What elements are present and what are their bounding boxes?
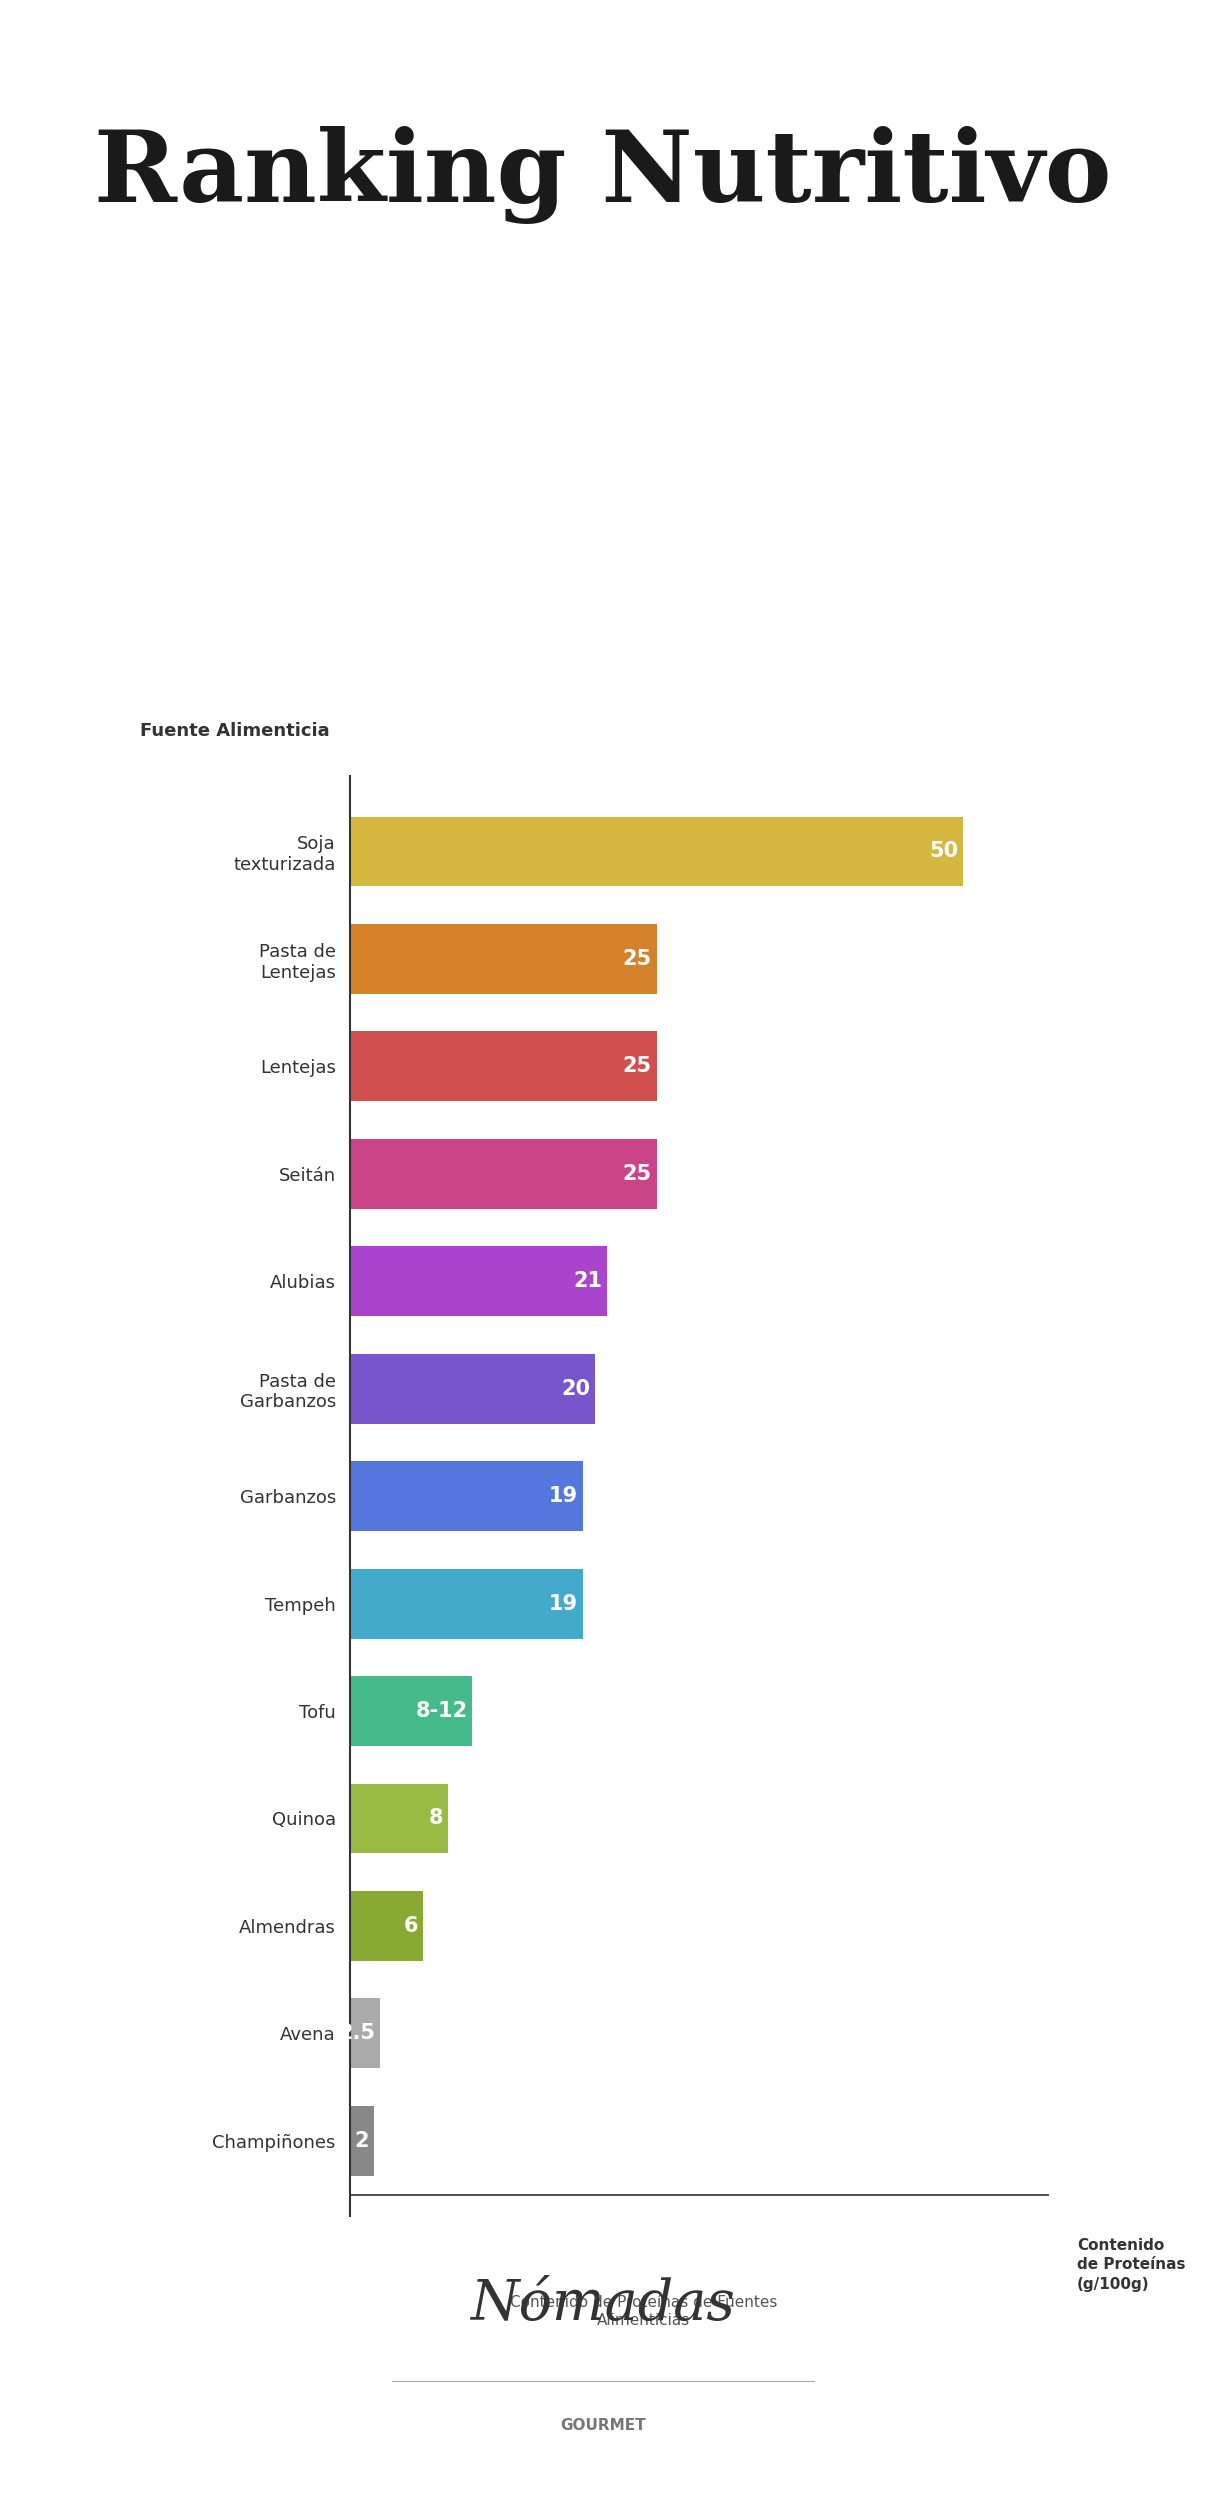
Text: Contenido
de Proteínas
(g/100g): Contenido de Proteínas (g/100g)	[1077, 2239, 1185, 2291]
Text: 19: 19	[549, 1487, 578, 1505]
Text: 8: 8	[428, 1808, 443, 1828]
Bar	[350, 1568, 582, 1638]
Bar	[350, 1247, 608, 1317]
Bar	[350, 924, 656, 994]
Text: 2: 2	[355, 2131, 369, 2151]
Text: Fuente Alimenticia: Fuente Alimenticia	[140, 721, 329, 741]
Text: 20: 20	[561, 1380, 590, 1400]
Text: 8-12: 8-12	[415, 1700, 468, 1720]
Bar	[350, 1998, 380, 2068]
Text: 25: 25	[622, 1057, 651, 1077]
Text: Nómadas: Nómadas	[470, 2276, 736, 2331]
Text: 21: 21	[574, 1272, 603, 1292]
Text: PARA POTENCIAR TU DIETA: PARA POTENCIAR TU DIETA	[382, 649, 824, 679]
Bar	[350, 1891, 423, 1961]
Text: GOURMET: GOURMET	[561, 2419, 645, 2434]
Text: 2.5: 2.5	[339, 2023, 375, 2043]
Text: 25: 25	[622, 949, 651, 969]
Bar	[350, 2106, 374, 2176]
Text: 6: 6	[404, 1916, 418, 1936]
Text: 19: 19	[549, 1593, 578, 1613]
Bar	[350, 1355, 596, 1425]
Text: FUENTES DE PROTEÍNA VEGETAL: FUENTES DE PROTEÍNA VEGETAL	[336, 511, 870, 541]
Text: 25: 25	[622, 1164, 651, 1184]
Bar	[350, 1675, 473, 1745]
Text: Ranking Nutritivo: Ranking Nutritivo	[94, 125, 1112, 225]
Bar	[350, 1139, 656, 1209]
Bar	[350, 1783, 447, 1853]
Text: Contenido de Proteínas de Fuentes
Alimenticias: Contenido de Proteínas de Fuentes Alimen…	[510, 2296, 777, 2329]
Bar	[350, 1462, 582, 1530]
Text: 50: 50	[930, 841, 959, 861]
Bar	[350, 1032, 656, 1102]
Bar	[350, 816, 964, 886]
